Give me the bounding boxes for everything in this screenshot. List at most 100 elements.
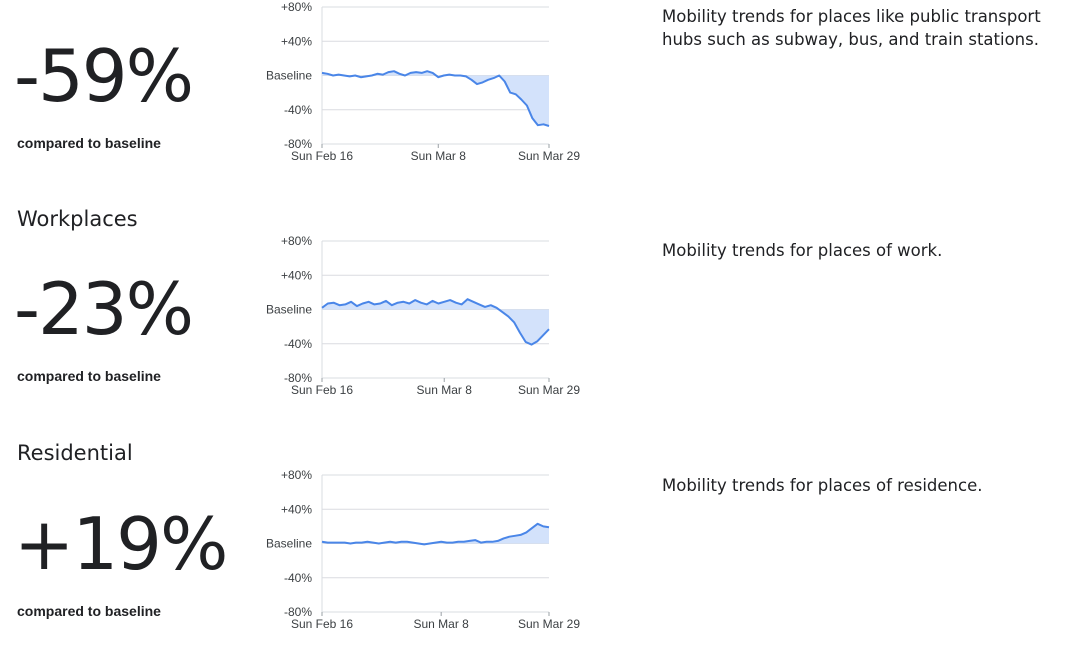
data-point [397, 302, 399, 304]
data-point [432, 300, 434, 302]
data-point [395, 542, 397, 544]
data-point [484, 306, 486, 308]
data-point [349, 75, 351, 77]
data-point [373, 303, 375, 305]
data-point [531, 344, 533, 346]
data-point [387, 71, 389, 73]
data-point [440, 541, 442, 543]
data-point [542, 525, 544, 527]
data-point [452, 542, 454, 544]
data-point [520, 534, 522, 536]
data-point [493, 77, 495, 79]
series-line [321, 70, 550, 127]
data-point [537, 124, 539, 126]
data-point [400, 541, 402, 543]
y-tick-label: -40% [284, 571, 312, 585]
data-point [333, 302, 335, 304]
y-tick-label: -40% [284, 337, 312, 351]
data-point [399, 73, 401, 75]
y-tick-label: -80% [284, 137, 312, 151]
data-point [515, 93, 517, 95]
data-point [412, 542, 414, 544]
data-point [420, 302, 422, 304]
data-point [508, 536, 510, 538]
data-point [501, 311, 503, 313]
data-point [474, 539, 476, 541]
data-point [465, 75, 467, 77]
data-point [531, 527, 533, 529]
data-point [371, 75, 373, 77]
data-point [361, 542, 363, 544]
data-point [332, 542, 334, 544]
x-tick-label: Sun Mar 8 [413, 617, 469, 631]
data-point [426, 303, 428, 305]
data-point [542, 334, 544, 336]
data-point [519, 332, 521, 334]
residential-change-value: +19% [14, 502, 228, 586]
residential-description: Mobility trends for places of residence. [662, 476, 983, 495]
transit-description: Mobility trends for places like public t… [662, 7, 1041, 49]
data-point [406, 541, 408, 543]
data-point [365, 75, 367, 77]
transit-chart: +80% +40% Baseline -40% -80%Sun Feb 16 Sun Ma… [266, 0, 580, 163]
data-point [327, 73, 329, 75]
data-point [525, 341, 527, 343]
data-point [372, 542, 374, 544]
data-point [548, 526, 550, 528]
residential-title: Residential [17, 441, 133, 465]
data-point [368, 301, 370, 303]
data-point [531, 117, 533, 119]
data-point [520, 99, 522, 101]
data-point [327, 542, 329, 544]
data-point [448, 74, 450, 76]
y-tick-label: -80% [284, 605, 312, 619]
data-point [356, 305, 358, 307]
data-point [327, 303, 329, 305]
data-point [480, 542, 482, 544]
data-point [487, 79, 489, 81]
data-point [504, 81, 506, 83]
workplaces-sub-label: compared to baseline [17, 368, 161, 384]
data-point [376, 73, 378, 75]
y-tick-label: -40% [284, 103, 312, 117]
data-point [461, 303, 463, 305]
data-point [437, 76, 439, 78]
data-point [338, 74, 340, 76]
data-point [513, 321, 515, 323]
x-tick-label: Sun Feb 16 [291, 617, 353, 631]
data-point [421, 72, 423, 74]
data-point [414, 299, 416, 301]
x-tick-label: Sun Mar 29 [518, 617, 580, 631]
data-point [339, 304, 341, 306]
workplaces-title: Workplaces [17, 207, 138, 231]
y-tick-label: +80% [281, 234, 312, 248]
data-point [497, 540, 499, 542]
data-point [350, 301, 352, 303]
data-point [471, 79, 473, 81]
data-point [525, 531, 527, 533]
data-point [410, 72, 412, 74]
data-point [482, 81, 484, 83]
series-line [321, 298, 550, 346]
data-point [446, 542, 448, 544]
data-point [437, 303, 439, 305]
data-point [403, 301, 405, 303]
transit-change-value: -59% [14, 34, 194, 118]
series-area [322, 299, 549, 345]
data-point [355, 542, 357, 544]
data-point [344, 303, 346, 305]
data-point [366, 541, 368, 543]
residential-sub-label: compared to baseline [17, 603, 161, 619]
data-point [469, 540, 471, 542]
data-point [378, 543, 380, 545]
data-point [432, 72, 434, 74]
data-point [343, 75, 345, 77]
y-tick-label: -80% [284, 371, 312, 385]
data-point [354, 75, 356, 77]
data-point [507, 315, 509, 317]
workplaces-change-value: -23% [14, 267, 194, 351]
data-point [467, 298, 469, 300]
y-tick-label: Baseline [266, 537, 312, 551]
data-point [443, 301, 445, 303]
data-point [486, 541, 488, 543]
